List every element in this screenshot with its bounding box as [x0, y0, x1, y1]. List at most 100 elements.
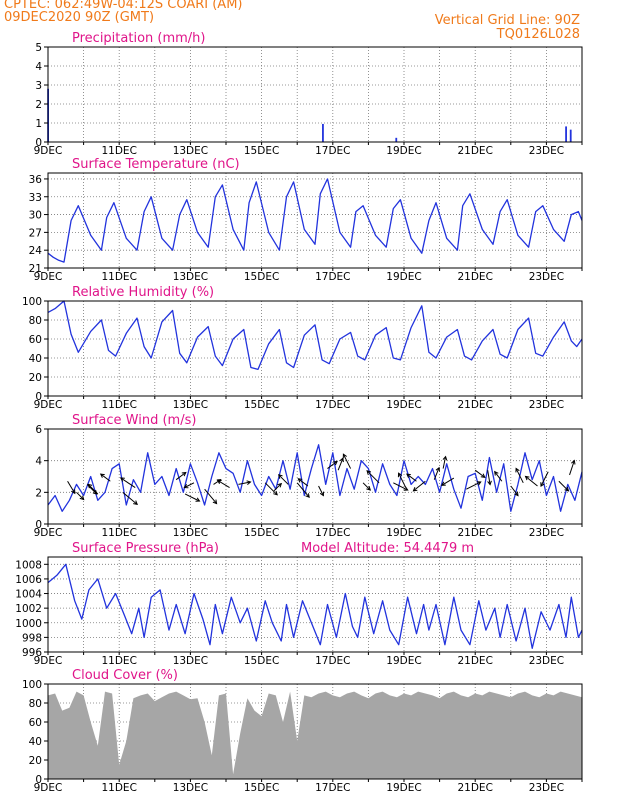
- wind-arrow-head: [397, 472, 403, 478]
- wind-arrow-head: [524, 475, 530, 481]
- x-tick-label: 11DEC: [101, 145, 136, 157]
- plot-frame: [47, 46, 583, 143]
- y-tick-label: 20: [29, 372, 42, 384]
- x-tick-label: 17DEC: [315, 655, 350, 667]
- series-line: [47, 444, 583, 512]
- y-tick-label: 0: [35, 391, 42, 403]
- wind-arrow: [413, 480, 426, 492]
- x-tick-label: 17DEC: [315, 145, 350, 157]
- y-tick-label: 2: [35, 99, 42, 111]
- y-tick-label: 4: [35, 456, 42, 468]
- header-model-id: TQ0126L028: [496, 27, 580, 42]
- x-tick-label: 21DEC: [457, 527, 492, 539]
- wind-arrow: [558, 480, 569, 492]
- wind-arrow-head: [133, 500, 139, 505]
- wind-arrow: [87, 483, 99, 495]
- precip-bar: [322, 123, 324, 142]
- y-tick-label: 0: [35, 774, 42, 786]
- y-tick-label: 1006: [15, 574, 42, 586]
- y-tick-label: 996: [22, 647, 42, 659]
- y-tick-label: 1: [35, 118, 42, 130]
- wind-arrow: [466, 481, 481, 490]
- wind-arrow: [569, 460, 575, 476]
- wind-arrow-head: [99, 473, 105, 478]
- y-tick-label: 30: [29, 210, 42, 222]
- wind-arrow: [510, 485, 519, 496]
- y-tick-label: 0: [35, 137, 42, 149]
- x-tick-label: 13DEC: [173, 527, 208, 539]
- panel-title: Cloud Cover (%): [72, 668, 178, 683]
- x-tick-label: 23DEC: [529, 782, 564, 794]
- plot-frame: [47, 556, 583, 653]
- wind-arrow: [494, 471, 503, 482]
- panel-title: Precipitation (mm/h): [72, 31, 205, 46]
- panel-title: Surface Temperature (nC): [72, 157, 240, 172]
- x-tick-label: 9DEC: [34, 782, 63, 794]
- y-tick-label: 1002: [15, 603, 42, 615]
- y-tick-label: 6: [35, 424, 42, 436]
- x-tick-label: 23DEC: [529, 655, 564, 667]
- wind-arrow-head: [216, 479, 222, 485]
- wind-arrow: [297, 478, 309, 487]
- wind-arrow: [76, 491, 85, 500]
- wind-arrow-head: [297, 478, 303, 483]
- x-tick-label: 15DEC: [244, 655, 279, 667]
- wind-arrow-head: [273, 490, 278, 496]
- x-tick-label: 15DEC: [244, 399, 279, 411]
- wind-arrow: [442, 456, 447, 469]
- panel-annotation: Model Altitude: 54.4479 m: [301, 541, 474, 556]
- wind-arrow-head: [480, 473, 486, 479]
- wind-arrow: [273, 483, 282, 492]
- x-tick-label: 23DEC: [529, 399, 564, 411]
- wind-arrow: [398, 472, 407, 488]
- wind-arrow: [278, 474, 289, 485]
- x-tick-label: 21DEC: [457, 782, 492, 794]
- wind-arrow-head: [515, 467, 520, 473]
- y-tick-label: 4: [35, 61, 42, 73]
- y-tick-label: 40: [29, 353, 42, 365]
- panel-title: Surface Pressure (hPa): [72, 541, 219, 556]
- plot-frame: [47, 683, 583, 780]
- y-tick-label: 27: [29, 227, 42, 239]
- wind-arrow-head: [87, 483, 93, 489]
- wind-arrow: [525, 476, 538, 487]
- y-tick-label: 5: [35, 42, 42, 54]
- y-tick-label: 24: [29, 245, 43, 257]
- panel-title: Relative Humidity (%): [72, 285, 214, 300]
- cloud-cover-area: [48, 691, 582, 779]
- precip-bar: [569, 129, 572, 142]
- wind-arrow: [474, 469, 486, 478]
- x-tick-label: 19DEC: [386, 655, 421, 667]
- y-tick-label: 100: [22, 296, 42, 308]
- wind-arrow: [406, 473, 417, 482]
- wind-arrow-head: [119, 477, 125, 482]
- x-tick-label: 13DEC: [173, 655, 208, 667]
- y-tick-label: 80: [29, 698, 42, 710]
- header-vertical-grid-line: Vertical Grid Line: 90Z: [434, 13, 580, 28]
- panel-3: 0 20 40 60 80 100 9DEC 11DEC 13DEC 15DEC 17DEC 19DE…: [22, 285, 583, 411]
- wind-arrow: [175, 472, 187, 481]
- x-tick-label: 23DEC: [529, 271, 564, 283]
- y-tick-label: 3: [35, 80, 42, 92]
- y-tick-label: 60: [29, 334, 42, 346]
- wind-arrow-head: [342, 453, 347, 459]
- x-tick-label: 17DEC: [315, 527, 350, 539]
- y-tick-label: 40: [29, 736, 42, 748]
- x-tick-label: 13DEC: [173, 145, 208, 157]
- wind-arrow: [342, 453, 352, 469]
- x-tick-label: 21DEC: [457, 655, 492, 667]
- wind-arrow-head: [366, 470, 372, 475]
- y-tick-label: 33: [29, 192, 42, 204]
- wind-arrow-head: [183, 484, 189, 489]
- series-line: [47, 178, 583, 263]
- panel-5: 996 998 1000 1002 1004 1006 1008 9DEC 11DEC 13DEC…: [15, 541, 583, 667]
- wind-arrow: [184, 493, 200, 502]
- wind-arrow-head: [494, 470, 499, 476]
- x-tick-label: 11DEC: [101, 655, 136, 667]
- x-tick-label: 23DEC: [529, 527, 564, 539]
- x-tick-label: 13DEC: [173, 271, 208, 283]
- y-tick-label: 80: [29, 315, 42, 327]
- wind-arrow-head: [71, 489, 76, 495]
- x-tick-label: 19DEC: [386, 271, 421, 283]
